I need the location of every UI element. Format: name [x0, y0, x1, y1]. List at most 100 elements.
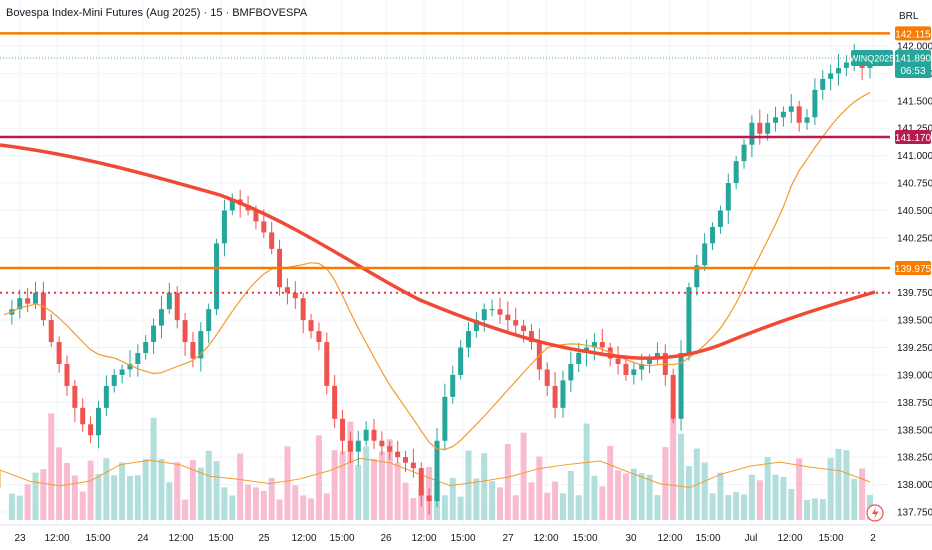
- volume-bar: [615, 470, 622, 520]
- volume-bar: [315, 435, 322, 520]
- candle-body: [733, 161, 739, 184]
- volume-bar: [197, 467, 204, 520]
- volume-bar: [441, 495, 448, 520]
- volume-bar: [292, 485, 299, 520]
- candle-body: [489, 309, 495, 311]
- candle-body: [710, 226, 716, 244]
- volume-bar: [552, 481, 559, 520]
- candle-body: [615, 358, 621, 364]
- badge-142115-text: 142.115: [895, 29, 931, 40]
- volume-bar: [725, 495, 732, 520]
- symbol-badge: [851, 50, 893, 67]
- volume-bar: [512, 495, 519, 520]
- volume-bar: [386, 439, 393, 520]
- volume-bar: [339, 451, 346, 520]
- candle-body: [828, 73, 834, 79]
- candle-body: [32, 292, 38, 304]
- candle-body: [379, 440, 385, 447]
- time-axis[interactable]: 23 12:00 15:00 24 12:00 15:00 25 12:00 15:00 26 12…: [14, 533, 876, 544]
- price-tick: 140.250: [897, 233, 932, 244]
- time-tick: Jul: [745, 533, 758, 544]
- volume-bar: [630, 468, 637, 520]
- volume-bar: [764, 457, 771, 520]
- volume-bar: [780, 476, 787, 520]
- volume-bar: [260, 490, 267, 520]
- badge-141170-text: 141.170: [895, 133, 932, 144]
- level-lines: [0, 32, 890, 294]
- volume-bar: [741, 494, 748, 520]
- candle-body: [804, 117, 810, 123]
- volume-bar: [40, 469, 47, 520]
- volume-bar: [772, 474, 779, 520]
- time-tick: 12:00: [168, 533, 193, 544]
- volume-bar: [685, 466, 692, 520]
- time-tick: 15:00: [695, 533, 720, 544]
- candle-body: [544, 369, 550, 386]
- volume-bar: [457, 496, 464, 520]
- candle-body: [473, 320, 479, 332]
- volume-bar: [733, 491, 740, 520]
- candle-body: [25, 298, 31, 304]
- candle-body: [836, 67, 842, 74]
- volume-bars: [0, 413, 873, 520]
- candle-body: [355, 440, 361, 452]
- candle-body: [702, 243, 708, 266]
- price-tick: 141.250: [897, 124, 932, 135]
- volume-bar: [796, 458, 803, 520]
- candle-body: [591, 342, 597, 348]
- candle-body: [56, 342, 62, 364]
- candle-body: [741, 144, 747, 162]
- fast-ma-line: [3, 91, 871, 451]
- time-tick: 12:00: [777, 533, 802, 544]
- candle-body: [292, 292, 298, 299]
- price-tick: 139.750: [897, 288, 932, 299]
- candle-body: [576, 353, 582, 364]
- time-tick: 12:00: [657, 533, 682, 544]
- volume-bar: [654, 495, 661, 520]
- volume-bar: [804, 499, 811, 520]
- price-tick: 141.500: [897, 96, 932, 107]
- candle-body: [497, 309, 503, 315]
- volume-bar: [158, 458, 165, 520]
- candle-body: [458, 347, 464, 375]
- volume-bar: [166, 482, 173, 520]
- candle-body: [434, 440, 440, 502]
- volume-bar: [363, 446, 370, 520]
- candle-body: [253, 210, 259, 222]
- price-tick: 138.500: [897, 425, 932, 436]
- candle-body: [229, 199, 235, 211]
- candle-body: [788, 106, 794, 112]
- time-tick: 27: [502, 533, 514, 544]
- candle-body: [308, 320, 314, 332]
- volume-bar: [150, 417, 157, 520]
- volume-bar: [622, 473, 629, 520]
- candle-body: [174, 292, 180, 321]
- candle-body: [88, 424, 94, 436]
- volume-bar: [284, 446, 291, 520]
- candle-body: [599, 342, 605, 348]
- volume-bar: [355, 465, 362, 520]
- time-tick: 30: [625, 533, 637, 544]
- candle-body: [843, 62, 849, 68]
- candle-body: [363, 429, 369, 441]
- volume-bar: [111, 475, 118, 520]
- volume-bar: [79, 491, 86, 520]
- volume-bar: [331, 450, 338, 520]
- candle-body: [513, 320, 519, 326]
- candle-body: [143, 342, 149, 354]
- volume-bar: [410, 498, 417, 520]
- volume-bar: [851, 478, 858, 520]
- currency-label: BRL: [899, 11, 919, 22]
- volume-bar: [48, 413, 55, 520]
- volume-bar: [859, 468, 866, 520]
- candle-body: [127, 363, 133, 370]
- lightning-button[interactable]: [866, 504, 884, 522]
- volume-bar: [126, 475, 133, 520]
- volume-bar: [119, 462, 126, 520]
- price-tick: 137.750: [897, 508, 932, 519]
- volume-bar: [32, 472, 39, 520]
- volume-bar: [756, 480, 763, 520]
- volume-bar: [678, 433, 685, 520]
